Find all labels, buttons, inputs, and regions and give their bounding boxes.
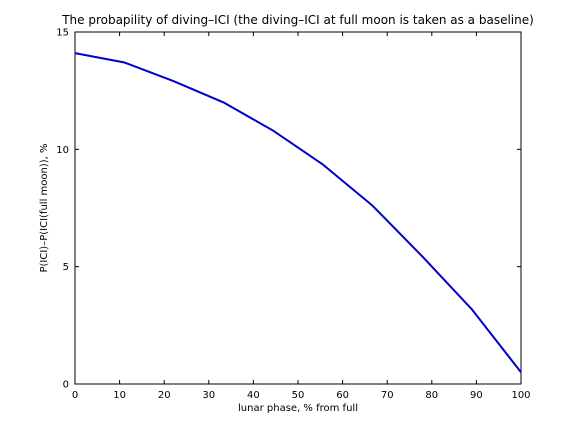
- x-tick-label: 60: [336, 390, 349, 401]
- series-line: [74, 52, 522, 373]
- x-tick-label: 40: [247, 390, 260, 401]
- x-tick-label: 50: [292, 390, 305, 401]
- chart-title: The probapility of diving–ICI (the divin…: [61, 13, 534, 27]
- axis-ticks: 0 10 20 30 40 50 60 70 80 90 100 0 5 10 15: [56, 28, 530, 402]
- series-layer: [74, 52, 522, 373]
- x-tick-label: 0: [72, 390, 78, 401]
- x-tick-label: 10: [113, 390, 126, 401]
- x-tick-label: 100: [511, 390, 530, 401]
- plot-area: [74, 31, 522, 385]
- x-axis-label: lunar phase, % from full: [238, 403, 358, 414]
- x-tick-label: 70: [381, 390, 394, 401]
- y-tick-label: 0: [63, 380, 69, 391]
- x-tick-label: 30: [202, 390, 215, 401]
- y-axis-label: P(ICI)–P(ICI(full moon)), %: [39, 144, 50, 273]
- x-tick-label: 20: [158, 390, 171, 401]
- x-tick-label: 90: [470, 390, 483, 401]
- y-tick-label: 5: [63, 262, 69, 273]
- y-tick-label: 10: [56, 145, 69, 156]
- x-tick-label: 80: [425, 390, 438, 401]
- y-tick-label: 15: [56, 28, 69, 39]
